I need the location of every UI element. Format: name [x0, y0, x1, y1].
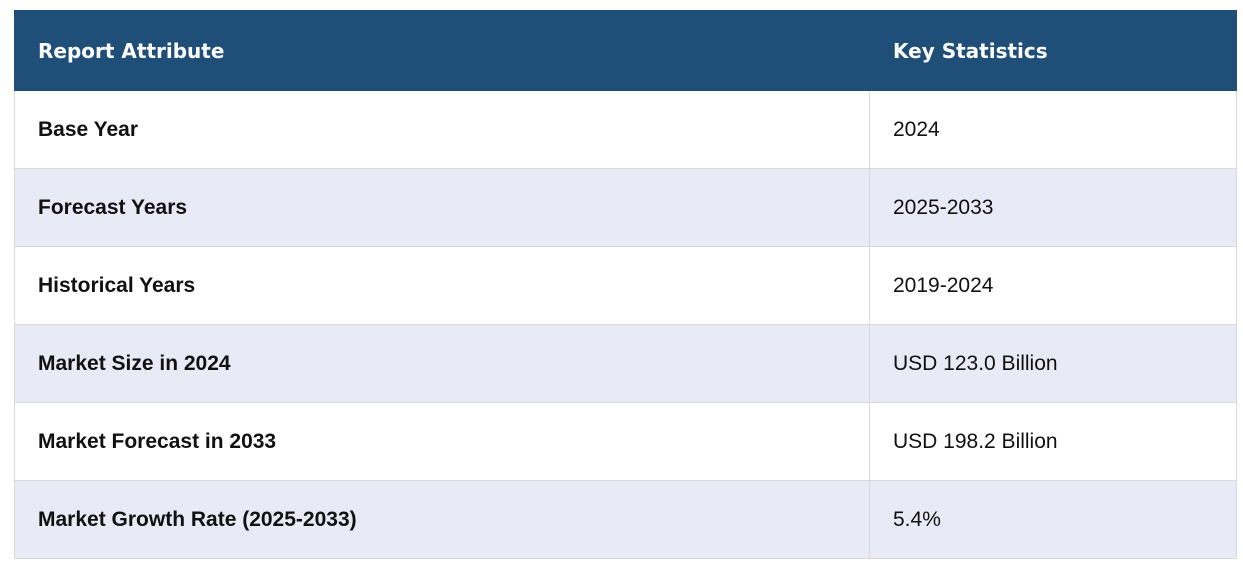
row-value: 2019-2024: [869, 246, 1237, 325]
header-row: Report Attribute Key Statistics: [14, 10, 1237, 91]
row-value: USD 123.0 Billion: [869, 324, 1237, 403]
row-attribute: Historical Years: [14, 246, 870, 325]
row-value: 2025-2033: [869, 168, 1237, 247]
row-value: USD 198.2 Billion: [869, 402, 1237, 481]
table-row: Market Size in 2024 USD 123.0 Billion: [14, 324, 1237, 403]
report-attributes-table: Report Attribute Key Statistics Base Yea…: [14, 10, 1237, 559]
row-attribute: Base Year: [14, 90, 870, 169]
row-value: 5.4%: [869, 480, 1237, 559]
row-attribute: Market Size in 2024: [14, 324, 870, 403]
table-header: Report Attribute Key Statistics: [14, 10, 1237, 91]
row-attribute: Market Forecast in 2033: [14, 402, 870, 481]
table-row: Historical Years 2019-2024: [14, 246, 1237, 325]
table-body: Base Year 2024 Forecast Years 2025-2033 …: [14, 90, 1237, 559]
table-row: Base Year 2024: [14, 90, 1237, 169]
table-row: Market Growth Rate (2025-2033) 5.4%: [14, 480, 1237, 559]
row-attribute: Market Growth Rate (2025-2033): [14, 480, 870, 559]
row-value: 2024: [869, 90, 1237, 169]
table-row: Forecast Years 2025-2033: [14, 168, 1237, 247]
header-report-attribute: Report Attribute: [14, 10, 870, 91]
row-attribute: Forecast Years: [14, 168, 870, 247]
header-key-statistics: Key Statistics: [869, 10, 1237, 91]
table-row: Market Forecast in 2033 USD 198.2 Billio…: [14, 402, 1237, 481]
report-table-container: Report Attribute Key Statistics Base Yea…: [14, 10, 1237, 559]
